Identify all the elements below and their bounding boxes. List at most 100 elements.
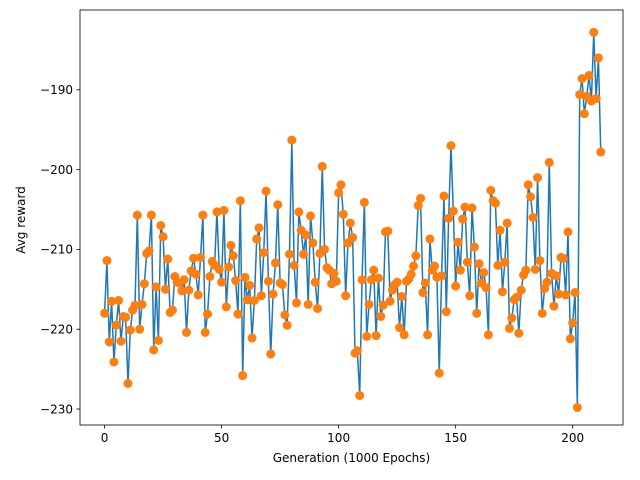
data-point: [507, 313, 517, 323]
data-point: [493, 260, 503, 270]
data-point: [551, 271, 561, 281]
data-point: [497, 287, 507, 297]
data-point: [530, 264, 540, 274]
y-tick-label: −220: [40, 323, 73, 337]
data-point: [591, 94, 601, 104]
data-point: [411, 251, 421, 261]
data-point: [181, 327, 191, 337]
data-point: [392, 277, 402, 287]
y-tick-label: −190: [40, 83, 73, 97]
data-point: [254, 223, 264, 233]
data-point: [416, 193, 426, 203]
data-point: [249, 296, 259, 305]
data-point: [310, 277, 320, 287]
data-point: [329, 268, 339, 278]
data-point: [364, 299, 374, 309]
data-point: [472, 308, 482, 318]
data-point: [490, 198, 500, 208]
data-point: [385, 296, 395, 306]
data-point: [228, 251, 238, 261]
data-point: [338, 209, 348, 219]
data-point: [348, 232, 358, 242]
data-point: [167, 305, 177, 315]
data-point: [355, 390, 365, 400]
data-point: [420, 278, 430, 288]
data-point: [568, 318, 578, 328]
data-point: [284, 249, 294, 259]
data-point: [299, 249, 309, 259]
data-point: [277, 280, 287, 290]
data-point: [406, 269, 416, 279]
data-point: [434, 368, 444, 378]
y-tick-label: −210: [40, 243, 73, 257]
data-point: [444, 213, 454, 223]
data-point: [544, 157, 554, 167]
data-point: [247, 333, 257, 343]
data-point: [359, 197, 369, 207]
data-point: [123, 379, 133, 388]
data-point: [467, 203, 477, 213]
data-point: [104, 337, 114, 347]
data-point: [362, 331, 372, 341]
data-point: [458, 214, 468, 224]
data-point: [336, 180, 346, 190]
data-point: [200, 327, 210, 337]
data-point: [221, 302, 231, 312]
data-point: [430, 261, 440, 271]
data-point: [516, 285, 526, 295]
data-point: [238, 371, 248, 381]
data-point: [521, 265, 531, 275]
data-point: [465, 291, 475, 301]
data-point: [139, 279, 149, 289]
data-point: [369, 265, 379, 275]
data-point: [125, 325, 135, 335]
data-point: [479, 268, 489, 278]
data-point: [533, 173, 543, 183]
data-point: [376, 311, 386, 321]
x-tick-label: 200: [561, 431, 584, 445]
data-point: [189, 253, 199, 263]
data-point: [301, 230, 311, 240]
x-axis-label: Generation (1000 Epochs): [273, 451, 430, 465]
data-point: [589, 27, 599, 37]
data-point: [100, 308, 110, 318]
data-point: [259, 248, 269, 258]
data-point: [418, 288, 428, 298]
data-point: [483, 330, 493, 340]
data-point: [528, 213, 538, 222]
data-point: [575, 90, 585, 100]
data-point: [217, 277, 227, 287]
data-point: [144, 246, 154, 256]
x-tick-label: 50: [214, 431, 229, 445]
data-point: [378, 300, 388, 310]
data-point: [455, 265, 465, 275]
data-point: [137, 299, 147, 309]
data-point: [397, 292, 407, 302]
data-point: [160, 284, 170, 294]
x-tick-label: 100: [327, 431, 350, 445]
data-point: [242, 295, 252, 305]
data-point: [184, 285, 194, 295]
data-point: [474, 259, 484, 269]
data-point: [212, 207, 222, 217]
data-point: [203, 309, 213, 319]
data-point: [345, 218, 355, 228]
data-point: [535, 256, 545, 266]
data-point: [495, 225, 505, 235]
data-point: [306, 211, 316, 221]
data-point: [266, 349, 276, 359]
data-point: [303, 299, 313, 309]
data-point: [423, 330, 433, 340]
data-point: [252, 234, 262, 244]
data-point: [383, 226, 393, 236]
data-point: [579, 109, 589, 119]
data-point: [320, 244, 330, 254]
data-point: [341, 291, 351, 301]
data-point: [116, 336, 126, 346]
data-point: [287, 135, 297, 145]
data-point: [282, 320, 292, 330]
data-point: [219, 205, 229, 215]
data-point: [179, 275, 189, 285]
data-point: [437, 271, 447, 281]
data-point: [114, 296, 124, 305]
